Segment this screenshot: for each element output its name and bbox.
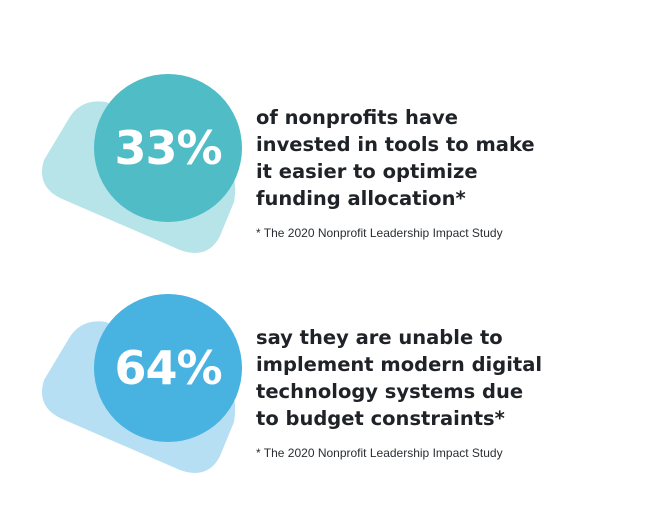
stat-line: funding allocation* xyxy=(256,187,466,210)
stat-circle: 64% xyxy=(94,294,242,442)
stat-line: invested in tools to make xyxy=(256,133,535,156)
stat-percent: 33% xyxy=(114,121,222,175)
stat-description: say they are unable to implement modern … xyxy=(256,324,636,432)
stat-line: to budget constraints* xyxy=(256,407,505,430)
stat-line: implement modern digital xyxy=(256,353,543,376)
stat-block-2: 64% say they are unable to implement mod… xyxy=(0,280,672,490)
stat-percent: 64% xyxy=(114,341,222,395)
stat-line: technology systems due xyxy=(256,380,524,403)
stat-circle: 33% xyxy=(94,74,242,222)
stat-description: of nonprofits have invested in tools to … xyxy=(256,104,636,212)
stat-line: it easier to optimize xyxy=(256,160,478,183)
stat-source: * The 2020 Nonprofit Leadership Impact S… xyxy=(256,446,503,460)
stat-line: say they are unable to xyxy=(256,326,503,349)
stat-block-1: 33% of nonprofits have invested in tools… xyxy=(0,60,672,270)
stat-source: * The 2020 Nonprofit Leadership Impact S… xyxy=(256,226,503,240)
stat-line: of nonprofits have xyxy=(256,106,458,129)
